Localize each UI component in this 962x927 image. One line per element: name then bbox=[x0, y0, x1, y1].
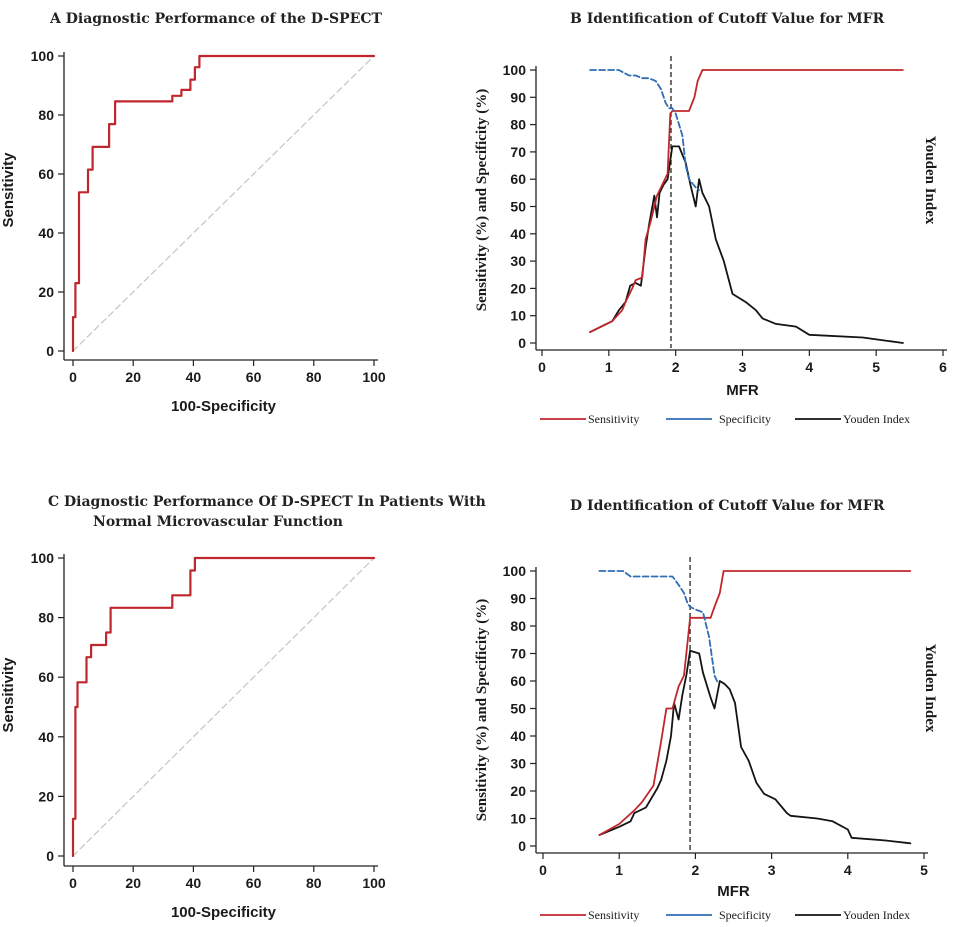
x-tick-label: 0 bbox=[538, 359, 546, 375]
y-tick-label: 90 bbox=[510, 591, 526, 607]
x-tick-label: 20 bbox=[125, 369, 141, 385]
chart-title-line-2: Normal Microvascular Function bbox=[93, 514, 343, 530]
x-tick-label: 60 bbox=[246, 369, 262, 385]
y-tick-label: 0 bbox=[518, 838, 526, 854]
y-axis-label: Sensitivity (%) and Specificity (%) bbox=[474, 89, 490, 312]
y-tick-label: 90 bbox=[510, 89, 526, 105]
y-tick-label: 0 bbox=[46, 343, 54, 359]
y-tick-label: 70 bbox=[510, 646, 526, 662]
y-axis-label: Sensitivity bbox=[0, 657, 17, 733]
y-tick-label: 40 bbox=[510, 226, 526, 242]
y-tick-label: 50 bbox=[510, 199, 526, 215]
youden-index-line bbox=[598, 649, 912, 845]
y-tick-label: 20 bbox=[510, 783, 526, 799]
x-tick-label: 2 bbox=[692, 862, 700, 878]
legend-label-youden: Youden Index bbox=[843, 412, 910, 426]
x-tick-label: 20 bbox=[125, 875, 141, 891]
legend-label-sensitivity: Sensitivity bbox=[588, 412, 639, 426]
x-tick-label: 80 bbox=[306, 369, 322, 385]
x-tick-label: 80 bbox=[306, 875, 322, 891]
y-tick-label: 60 bbox=[510, 171, 526, 187]
chart-panel-d: D Identification of Cutoff Value for MFR… bbox=[474, 498, 938, 922]
sensitivity-line bbox=[589, 69, 904, 334]
legend-label-specificity: Specificity bbox=[719, 908, 771, 922]
x-tick-label: 6 bbox=[939, 359, 947, 375]
legend: Sensitivity Specificity Youden Index bbox=[540, 908, 910, 922]
x-tick-label: 100 bbox=[362, 369, 386, 385]
chart-panel-c: C Diagnostic Performance Of D-SPECT In P… bbox=[0, 494, 486, 921]
y-tick-label: 10 bbox=[510, 811, 526, 827]
secondary-y-axis-label: Youden Index bbox=[922, 136, 938, 225]
specificity-line bbox=[589, 69, 700, 192]
y-tick-label: 0 bbox=[518, 335, 526, 351]
chart-title: B Identification of Cutoff Value for MFR bbox=[570, 11, 885, 27]
y-axis-label: Sensitivity bbox=[0, 152, 17, 228]
chart-title: D Identification of Cutoff Value for MFR bbox=[570, 498, 885, 514]
y-tick-label: 40 bbox=[38, 225, 54, 241]
legend: Sensitivity Specificity Youden Index bbox=[540, 412, 910, 426]
x-tick-label: 2 bbox=[672, 359, 680, 375]
x-axis-label: MFR bbox=[717, 883, 750, 900]
y-tick-label: 20 bbox=[510, 280, 526, 296]
x-tick-label: 0 bbox=[69, 875, 77, 891]
y-tick-label: 100 bbox=[503, 62, 527, 78]
y-tick-label: 100 bbox=[31, 550, 55, 566]
x-axis-label: 100-Specificity bbox=[171, 904, 277, 921]
y-tick-label: 70 bbox=[510, 144, 526, 160]
y-tick-label: 80 bbox=[38, 107, 54, 123]
x-tick-label: 100 bbox=[362, 875, 386, 891]
sensitivity-line bbox=[598, 570, 912, 836]
reference-diagonal-line bbox=[72, 55, 375, 352]
legend-label-sensitivity: Sensitivity bbox=[588, 908, 639, 922]
y-tick-label: 20 bbox=[38, 788, 54, 804]
x-axis-label: 100-Specificity bbox=[171, 398, 277, 415]
chart-title: A Diagnostic Performance of the D-SPECT bbox=[49, 11, 383, 27]
y-tick-label: 60 bbox=[38, 166, 54, 182]
x-tick-label: 40 bbox=[186, 369, 202, 385]
x-tick-label: 5 bbox=[920, 862, 928, 878]
y-tick-label: 100 bbox=[31, 48, 55, 64]
y-tick-label: 100 bbox=[503, 563, 527, 579]
y-tick-label: 40 bbox=[38, 729, 54, 745]
youden-index-line bbox=[589, 145, 904, 344]
y-tick-label: 30 bbox=[510, 253, 526, 269]
x-tick-label: 60 bbox=[246, 875, 262, 891]
y-tick-label: 50 bbox=[510, 701, 526, 717]
x-tick-label: 4 bbox=[844, 862, 852, 878]
y-tick-label: 60 bbox=[38, 669, 54, 685]
x-axis-label: MFR bbox=[726, 382, 759, 399]
y-tick-label: 0 bbox=[46, 848, 54, 864]
y-tick-label: 40 bbox=[510, 728, 526, 744]
y-tick-label: 80 bbox=[510, 618, 526, 634]
y-tick-label: 60 bbox=[510, 673, 526, 689]
chart-title-line-1: C Diagnostic Performance Of D-SPECT In P… bbox=[48, 494, 486, 510]
x-tick-label: 0 bbox=[539, 862, 547, 878]
reference-diagonal-line bbox=[72, 557, 375, 857]
y-tick-label: 80 bbox=[38, 610, 54, 626]
y-tick-label: 80 bbox=[510, 117, 526, 133]
x-tick-label: 1 bbox=[605, 359, 613, 375]
y-tick-label: 20 bbox=[38, 284, 54, 300]
x-tick-label: 3 bbox=[768, 862, 776, 878]
y-tick-label: 30 bbox=[510, 756, 526, 772]
y-axis-label: Sensitivity (%) and Specificity (%) bbox=[474, 599, 490, 822]
secondary-y-axis-label: Youden Index bbox=[922, 644, 938, 733]
roc-curve bbox=[71, 556, 376, 858]
roc-curve bbox=[71, 54, 376, 353]
x-tick-label: 5 bbox=[872, 359, 880, 375]
x-tick-label: 4 bbox=[805, 359, 813, 375]
chart-panel-a: A Diagnostic Performance of the D-SPECT 0… bbox=[0, 11, 386, 415]
x-tick-label: 1 bbox=[615, 862, 623, 878]
legend-label-specificity: Specificity bbox=[719, 412, 771, 426]
y-tick-label: 10 bbox=[510, 308, 526, 324]
x-tick-label: 0 bbox=[69, 369, 77, 385]
specificity-line bbox=[598, 570, 720, 685]
chart-panel-b: B Identification of Cutoff Value for MFR… bbox=[474, 11, 947, 426]
legend-label-youden: Youden Index bbox=[843, 908, 910, 922]
x-tick-label: 3 bbox=[739, 359, 747, 375]
x-tick-label: 40 bbox=[186, 875, 202, 891]
